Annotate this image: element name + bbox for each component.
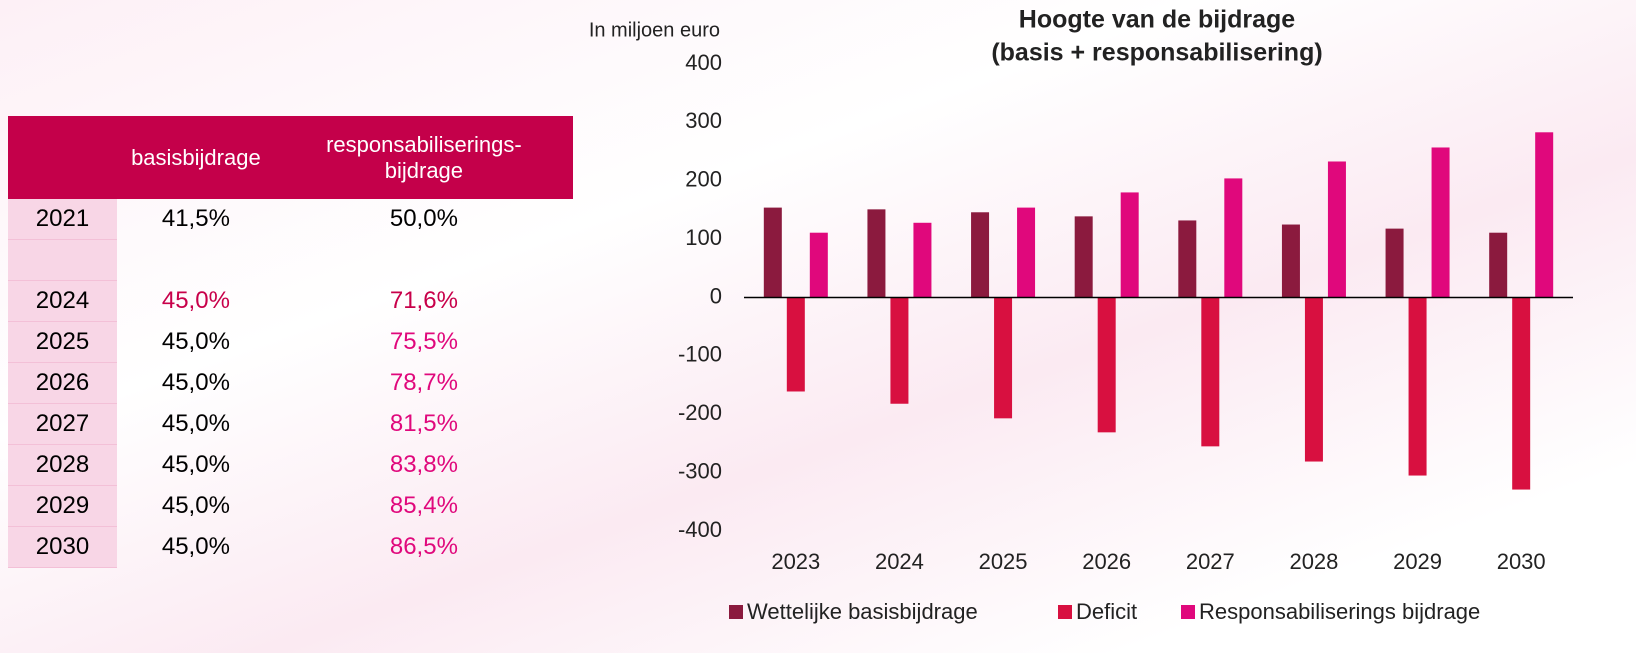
bar	[1431, 147, 1450, 298]
table-row: 2029 45,0% 85,4%	[8, 485, 573, 527]
bar	[1178, 220, 1197, 298]
y-tick-label: -400	[678, 517, 722, 542]
bar	[809, 232, 828, 298]
value-cell: 45,0%	[161, 492, 230, 519]
value-cell: 45,0%	[161, 533, 230, 560]
legend-label: Responsabiliserings bijdrage	[1199, 599, 1480, 624]
legend-label: Wettelijke basisbijdrage	[747, 599, 978, 624]
bar	[1224, 178, 1243, 298]
x-tick-label: 2023	[771, 549, 820, 574]
bar	[1327, 161, 1346, 298]
bar	[994, 297, 1013, 419]
bar	[867, 209, 886, 298]
y-tick-label: 200	[685, 167, 722, 192]
table-row: 2028 45,0% 83,8%	[8, 444, 573, 486]
year-cell: 2030	[8, 526, 117, 568]
value-cell: 45,0%	[161, 369, 230, 396]
x-tick-label: 2024	[875, 549, 924, 574]
value-cell: 41,5%	[161, 205, 230, 233]
y-tick-label: -200	[678, 400, 722, 425]
x-tick-label: 2030	[1497, 549, 1546, 574]
legend-swatch	[1181, 605, 1195, 619]
x-tick-label: 2028	[1289, 549, 1338, 574]
header-cell: responsabiliserings-bijdrage	[274, 116, 573, 199]
table-row: 2030 45,0% 86,5%	[8, 526, 573, 568]
year-cell: 2025	[8, 321, 117, 363]
bar	[1097, 297, 1116, 433]
bar	[1201, 297, 1220, 447]
chart-title: Hoogte van de bijdrage	[1019, 6, 1296, 34]
bar	[1385, 228, 1404, 298]
table-row: 2026 45,0% 78,7%	[8, 362, 573, 404]
table-body: 2021 41,5% 50,0% 2024 45,0% 71,6% 2025 45,0% 75,…	[8, 199, 573, 568]
spacer-row	[8, 239, 573, 281]
table-row: 2027 45,0% 81,5%	[8, 403, 573, 445]
y-tick-label: 0	[710, 283, 722, 308]
bar	[763, 207, 782, 298]
bar	[1535, 132, 1554, 298]
x-tick-label: 2027	[1186, 549, 1235, 574]
header-row: basisbijdrage responsabiliserings-bijdra…	[8, 116, 573, 199]
legend-label: Deficit	[1076, 599, 1137, 624]
year-cell: 2021	[8, 199, 117, 240]
bar	[1408, 297, 1427, 476]
bar	[1017, 207, 1036, 298]
value-cell: 45,0%	[161, 287, 230, 314]
value-cell: 45,0%	[161, 328, 230, 355]
value-cell: 85,4%	[389, 492, 458, 519]
bar	[786, 297, 805, 392]
year-cell: 2024	[8, 280, 117, 322]
x-tick-label: 2025	[979, 549, 1028, 574]
year-cell	[8, 239, 117, 281]
value-cell: 45,0%	[161, 451, 230, 478]
value-cell: 71,6%	[389, 287, 458, 314]
year-cell: 2026	[8, 362, 117, 404]
table-row: 2024 45,0% 71,6%	[8, 280, 573, 322]
bar	[1074, 216, 1093, 298]
header-cell	[8, 116, 117, 199]
y-tick-label: -100	[678, 342, 722, 367]
value-cell: 86,5%	[389, 533, 458, 560]
y-tick-label: 400	[685, 50, 722, 75]
bar	[1120, 192, 1139, 298]
year-cell: 2029	[8, 485, 117, 527]
bar	[1281, 224, 1300, 298]
table-row: 2021 41,5% 50,0%	[8, 199, 573, 240]
year-cell: 2027	[8, 403, 117, 445]
header-cell: basisbijdrage	[117, 116, 275, 199]
bar	[1512, 297, 1531, 490]
value-cell: 75,5%	[389, 328, 458, 355]
legend-swatch	[729, 605, 743, 619]
bar	[1489, 232, 1508, 298]
table-row: 2025 45,0% 75,5%	[8, 321, 573, 363]
bar	[913, 222, 932, 298]
legend-swatch	[1058, 605, 1072, 619]
x-tick-label: 2026	[1082, 549, 1131, 574]
y-tick-label: 300	[685, 108, 722, 133]
bar	[1304, 297, 1323, 462]
chart-subtitle: (basis + responsabilisering)	[991, 39, 1322, 67]
contribution-table: basisbijdrage responsabiliserings-bijdra…	[8, 116, 573, 568]
y-tick-label: -300	[678, 458, 722, 483]
y-tick-label: 100	[685, 225, 722, 250]
x-tick-label: 2029	[1393, 549, 1442, 574]
value-cell: 81,5%	[389, 410, 458, 437]
value-cell: 50,0%	[389, 205, 458, 233]
header-text: responsabiliserings-bijdrage	[326, 131, 522, 183]
value-cell: 45,0%	[161, 410, 230, 437]
bar	[890, 297, 909, 404]
bar	[971, 212, 990, 298]
y-axis-label: In miljoen euro	[589, 19, 720, 41]
year-cell: 2028	[8, 444, 117, 486]
value-cell: 78,7%	[389, 369, 458, 396]
value-cell: 83,8%	[389, 451, 458, 478]
